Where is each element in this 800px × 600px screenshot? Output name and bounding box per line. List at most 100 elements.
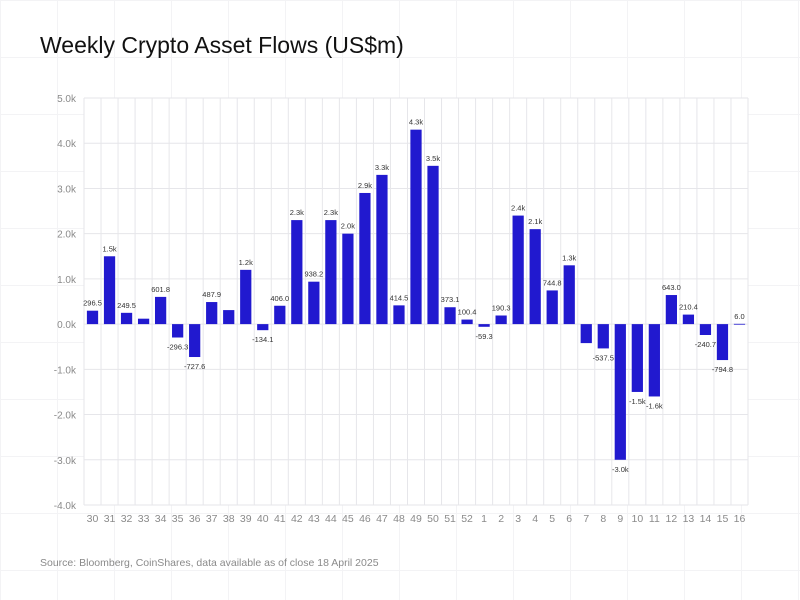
- bar: [342, 233, 354, 325]
- data-label: 1.3k: [562, 253, 576, 262]
- bar: [410, 129, 422, 325]
- data-label: 3.5k: [426, 154, 440, 163]
- y-tick-label: 5.0k: [57, 94, 77, 105]
- bar: [563, 265, 575, 325]
- x-tick-label: 10: [631, 513, 643, 525]
- bar: [478, 324, 490, 327]
- bar: [682, 314, 695, 325]
- y-tick-label: 4.0k: [57, 139, 77, 150]
- x-tick-label: 41: [274, 513, 286, 525]
- bar: [240, 269, 252, 325]
- bar: [716, 324, 729, 361]
- data-label: -134.1: [252, 335, 273, 344]
- data-label: 296.5: [83, 299, 102, 308]
- bar: [529, 229, 541, 325]
- bar: [86, 310, 99, 325]
- data-label: 1.5k: [102, 244, 116, 253]
- x-tick-label: 9: [617, 513, 623, 525]
- bar: [103, 256, 116, 325]
- chart-title: Weekly Crypto Asset Flows (US$m): [40, 32, 404, 58]
- x-tick-label: 15: [717, 513, 729, 525]
- x-tick-label: 44: [325, 513, 337, 525]
- bar: [206, 302, 218, 325]
- source-note: Source: Bloomberg, CoinShares, data avai…: [40, 557, 379, 569]
- bar: [137, 318, 150, 325]
- bar: [631, 324, 643, 392]
- bar: [376, 174, 388, 325]
- data-label: 3.3k: [375, 163, 389, 172]
- data-label: -296.3: [167, 343, 188, 352]
- x-tick-label: 11: [649, 513, 660, 525]
- x-tick-label: 6: [566, 513, 572, 525]
- data-label: 2.1k: [528, 217, 542, 226]
- y-tick-label: 0.0k: [57, 320, 77, 331]
- bar: [495, 315, 507, 325]
- x-tick-label: 37: [206, 513, 218, 525]
- data-label: 373.1: [441, 295, 460, 304]
- data-label: 643.0: [662, 283, 681, 292]
- x-tick-label: 42: [291, 513, 303, 525]
- data-label: 1.2k: [239, 258, 253, 267]
- data-label: 190.3: [492, 304, 511, 313]
- x-tick-label: 47: [376, 513, 388, 525]
- bar: [308, 281, 320, 325]
- x-tick-label: 30: [87, 513, 99, 525]
- x-tick-label: 4: [532, 513, 538, 525]
- data-label: -537.5: [593, 353, 614, 362]
- x-tick-label: 33: [138, 513, 150, 525]
- bar: [597, 324, 609, 349]
- y-tick-label: -4.0k: [54, 501, 77, 512]
- data-label: 601.8: [151, 285, 170, 294]
- data-label: -1.6k: [646, 401, 663, 410]
- y-tick-label: 3.0k: [57, 184, 77, 195]
- x-tick-label: 39: [240, 513, 252, 525]
- bar: [648, 324, 660, 397]
- bar: [325, 220, 337, 325]
- x-tick-label: 49: [410, 513, 422, 525]
- bar: [291, 220, 303, 325]
- x-tick-label: 45: [342, 513, 354, 525]
- data-label: 4.3k: [409, 118, 423, 127]
- x-tick-label: 38: [223, 513, 235, 525]
- data-label: -1.5k: [629, 397, 646, 406]
- x-tick-label: 31: [104, 513, 116, 525]
- bar: [580, 324, 592, 344]
- x-tick-label: 46: [359, 513, 371, 525]
- data-label: 487.9: [202, 290, 221, 299]
- bar: [274, 305, 286, 325]
- bar: [154, 296, 167, 325]
- data-label: 2.4k: [511, 204, 525, 213]
- bar: [546, 290, 558, 325]
- x-tick-label: 40: [257, 513, 269, 525]
- data-label: 2.3k: [290, 208, 304, 217]
- bar: [189, 324, 201, 358]
- x-tick-label: 32: [121, 513, 133, 525]
- x-tick-label: 34: [155, 513, 167, 525]
- bar: [614, 324, 626, 460]
- bar: [512, 215, 524, 325]
- bar: [359, 192, 371, 325]
- bar: [461, 319, 473, 325]
- x-tick-label: 12: [666, 513, 678, 525]
- data-label: -3.0k: [612, 465, 629, 474]
- x-tick-label: 3: [515, 513, 521, 525]
- bar: [444, 307, 456, 325]
- bar: [257, 324, 269, 331]
- bar: [699, 324, 712, 335]
- bar: [393, 305, 405, 325]
- bar: [120, 312, 133, 325]
- bar: [172, 324, 184, 338]
- x-tick-label: 16: [734, 513, 746, 525]
- data-label: 210.4: [679, 303, 698, 312]
- x-tick-label: 36: [189, 513, 201, 525]
- bar: [223, 310, 235, 325]
- data-label: 744.8: [543, 278, 562, 287]
- y-tick-label: -3.0k: [54, 456, 77, 467]
- bar: [427, 165, 439, 325]
- y-tick-label: 1.0k: [57, 275, 77, 286]
- data-label: -240.7: [695, 340, 716, 349]
- data-label: 2.9k: [358, 181, 372, 190]
- y-tick-label: 2.0k: [57, 230, 77, 241]
- y-tick-label: -1.0k: [54, 365, 77, 376]
- x-tick-label: 13: [683, 513, 695, 525]
